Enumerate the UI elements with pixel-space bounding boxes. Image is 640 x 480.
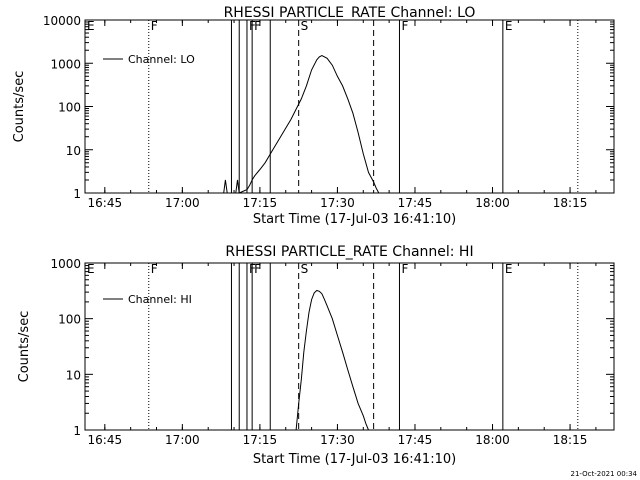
x-tick-label: 17:45 [398,433,433,447]
annotation-label: F [401,19,408,33]
x-tick-label: 18:15 [553,433,588,447]
annotation-label: E [505,19,513,33]
chart-panel-hi: RHESSI PARTICLE_RATE Channel: HI 16:45 17:… [17,244,615,467]
y-tick-label: 1000 [50,57,81,71]
series-line [223,55,380,194]
x-tick-label: 18:00 [475,433,510,447]
x-tick-label: 17:00 [165,433,200,447]
series-line [295,289,369,431]
plot-frame [84,19,615,194]
x-axis-label: Start Time (17-Jul-03 16:41:10) [253,452,456,467]
annotation-label: S [301,19,309,33]
y-tick-label: 10 [66,368,81,382]
y-tick-label: 100 [58,101,81,115]
annotation-label: F [254,262,261,276]
annotation-label: E [505,262,513,276]
y-tick-label: 10 [66,144,81,158]
annotation-label: F [401,262,408,276]
y-tick-label: 1 [73,424,81,438]
chart-title: RHESSI PARTICLE_RATE Channel: HI [225,244,473,260]
x-tick-label: 17:30 [320,433,355,447]
x-tick-label: 17:45 [398,196,433,210]
annotation-label: F [151,19,158,33]
annotation-label: F [151,262,158,276]
x-tick-label: 16:45 [88,196,123,210]
legend-label: Channel: HI [128,293,192,306]
footer-timestamp: 21-Oct-2021 00:34 [571,470,638,478]
y-axis-label: Counts/sec [17,311,32,383]
x-tick-label: 17:30 [320,196,355,210]
annotation-label: F [254,19,261,33]
x-tick-label: 18:15 [553,196,588,210]
annotation-label: S [301,262,309,276]
x-tick-label: 16:45 [88,433,123,447]
annotation-label: E [87,262,95,276]
legend-label: Channel: LO [128,53,195,66]
y-tick-label: 10000 [43,14,81,28]
x-axis-label: Start Time (17-Jul-03 16:41:10) [253,212,456,227]
y-tick-label: 1 [73,187,81,201]
y-axis-label: Counts/sec [12,71,27,143]
y-tick-label: 1000 [50,257,81,271]
plot-frame [84,262,615,431]
x-tick-label: 18:00 [475,196,510,210]
x-tick-label: 17:15 [243,433,278,447]
annotation-label: E [87,19,95,33]
y-tick-label: 100 [58,313,81,327]
x-tick-label: 17:15 [243,196,278,210]
x-tick-label: 17:00 [165,196,200,210]
chart-title: RHESSI PARTICLE_RATE Channel: LO [224,5,476,21]
chart-panel-lo: RHESSI PARTICLE_RATE Channel: LO 16:45 17:… [12,5,615,227]
